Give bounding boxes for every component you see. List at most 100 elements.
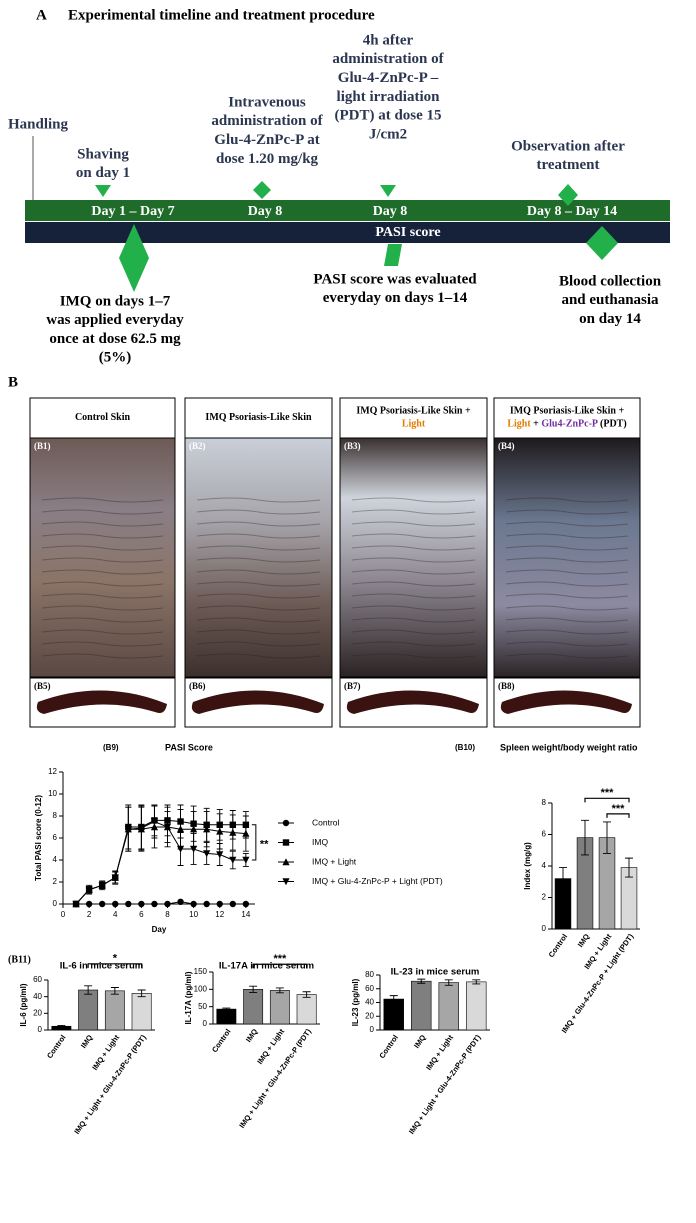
timeline-note: (5%) bbox=[99, 350, 132, 366]
skin-fold bbox=[41, 557, 164, 563]
skin-fold bbox=[505, 497, 629, 503]
spleen bbox=[500, 690, 632, 714]
x-tick-label: 10 bbox=[189, 910, 198, 919]
significance-label: *** bbox=[273, 953, 287, 965]
skin-fold bbox=[196, 533, 321, 539]
photo-title: IMQ Psoriasis-Like Skin + bbox=[356, 406, 471, 417]
error-bar bbox=[603, 821, 611, 854]
y-tick-label: 20 bbox=[33, 1008, 42, 1017]
skin-fold bbox=[41, 629, 164, 635]
y-tick-label: 0 bbox=[203, 1019, 208, 1028]
error-bar bbox=[137, 989, 146, 998]
y-tick-label: 0 bbox=[542, 924, 547, 933]
x-tick-label: 14 bbox=[241, 910, 250, 919]
significance-bracket bbox=[251, 824, 257, 861]
x-axis-label: Day bbox=[152, 925, 167, 934]
skin-fold bbox=[505, 593, 629, 599]
data-point bbox=[190, 900, 197, 908]
data-point bbox=[98, 900, 106, 908]
timeline-note: dose 1.20 mg/kg bbox=[216, 151, 319, 167]
timeline-note: Shaving bbox=[77, 146, 129, 162]
skin-fold bbox=[505, 653, 629, 659]
legend-label: Control bbox=[312, 817, 340, 827]
photo-title: Light + Glu4-ZnPc-P (PDT) bbox=[507, 419, 626, 430]
skin-fold bbox=[351, 509, 476, 515]
photo-tag: (B3) bbox=[344, 441, 361, 451]
x-tick-label: 6 bbox=[139, 910, 144, 919]
skin-fold bbox=[351, 545, 476, 551]
timeline-day: Day 8 – Day 14 bbox=[527, 204, 617, 219]
skin-fold bbox=[41, 569, 164, 575]
data-point bbox=[229, 900, 236, 908]
significance-label: ** bbox=[260, 838, 269, 850]
title-segment: Light bbox=[402, 419, 426, 430]
data-point bbox=[242, 856, 250, 864]
x-tick-label: 4 bbox=[113, 910, 118, 919]
header-box bbox=[493, 397, 641, 439]
timeline-note: light irradiation bbox=[337, 89, 441, 105]
skin-fold bbox=[41, 521, 164, 527]
data-point bbox=[163, 823, 172, 831]
skin-fold bbox=[196, 569, 321, 575]
bar bbox=[78, 989, 99, 1031]
y-tick-label: 60 bbox=[33, 975, 42, 984]
error-bar bbox=[444, 979, 453, 986]
bar bbox=[131, 993, 152, 1031]
y-axis-label: IL-6 (pg/ml) bbox=[19, 983, 28, 1026]
pasi-bar-label: PASI score bbox=[375, 225, 440, 240]
error-bar bbox=[302, 991, 311, 998]
timeline-note: once at dose 62.5 mg bbox=[49, 331, 181, 347]
header-box bbox=[339, 397, 488, 439]
skin-fold bbox=[351, 521, 476, 527]
timeline-note: on day 1 bbox=[76, 165, 130, 181]
y-tick-label: 6 bbox=[542, 830, 547, 839]
spleen-tag: (B6) bbox=[189, 681, 206, 691]
significance-bracket bbox=[584, 797, 630, 803]
x-tick-label: 2 bbox=[87, 910, 92, 919]
bar bbox=[411, 980, 432, 1031]
data-point bbox=[112, 900, 119, 908]
bar bbox=[383, 998, 404, 1031]
data-point bbox=[125, 900, 132, 908]
timeline-bar bbox=[25, 200, 670, 221]
bar bbox=[269, 990, 290, 1025]
y-tick-label: 2 bbox=[53, 877, 58, 886]
x-tick-label: IMQ bbox=[412, 1033, 428, 1050]
spleen bbox=[36, 690, 167, 714]
marker-parallelogram bbox=[384, 244, 402, 266]
data-point bbox=[190, 825, 198, 833]
y-tick-label: 50 bbox=[198, 1002, 207, 1011]
panel-label: (B11) bbox=[8, 954, 31, 965]
spleen-tag: (B8) bbox=[498, 681, 515, 691]
title-segment: Control Skin bbox=[75, 412, 131, 423]
title-segment: Light bbox=[507, 419, 531, 430]
marker-triangle bbox=[95, 185, 111, 197]
legend-label: IMQ + Glu-4-ZnPc-P + Light (PDT) bbox=[312, 876, 443, 886]
bar-chart: IL-6 in mice serum 0 20 40 60 IL-6 (pg/ml) Con… bbox=[19, 953, 155, 1136]
pasi-bar bbox=[25, 222, 670, 243]
marker-diamond bbox=[253, 181, 271, 199]
error-bar bbox=[222, 1007, 231, 1011]
panel-label: A bbox=[36, 7, 47, 23]
error-bar bbox=[472, 979, 481, 985]
photo-panel: IMQ Psoriasis-Like Skin + Light + Glu4-Zn… bbox=[493, 397, 641, 728]
title-segment: IMQ Psoriasis-Like Skin + bbox=[356, 406, 471, 417]
photo-panel: IMQ Psoriasis-Like Skin + Light (B3) (B7) bbox=[339, 397, 488, 728]
y-tick-label: 80 bbox=[365, 970, 374, 979]
skin-fold bbox=[351, 581, 476, 587]
photo-tag: (B1) bbox=[34, 441, 51, 451]
photo-title: IMQ Psoriasis-Like Skin bbox=[205, 412, 312, 423]
legend-label: IMQ + Light bbox=[312, 856, 357, 866]
data-point bbox=[203, 900, 210, 908]
skin-fold bbox=[505, 545, 629, 551]
data-point bbox=[111, 874, 119, 882]
data-point bbox=[72, 900, 80, 908]
header-box bbox=[184, 397, 333, 439]
bar bbox=[104, 990, 125, 1031]
data-point bbox=[229, 828, 237, 836]
title-segment: IMQ Psoriasis-Like Skin + bbox=[510, 406, 625, 417]
handling-label: Handling bbox=[8, 116, 69, 132]
error-bar bbox=[417, 978, 426, 984]
data-point bbox=[216, 900, 223, 908]
error-bar bbox=[559, 867, 567, 891]
